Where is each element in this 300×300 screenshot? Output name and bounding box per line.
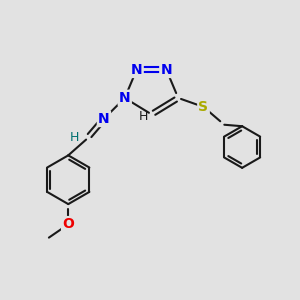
Text: H: H [139, 110, 148, 123]
Text: H: H [69, 131, 79, 144]
Text: N: N [119, 91, 130, 105]
Text: N: N [131, 63, 142, 77]
Text: O: O [62, 217, 74, 231]
Text: S: S [199, 100, 208, 114]
Text: N: N [98, 112, 110, 126]
Text: N: N [160, 63, 172, 77]
